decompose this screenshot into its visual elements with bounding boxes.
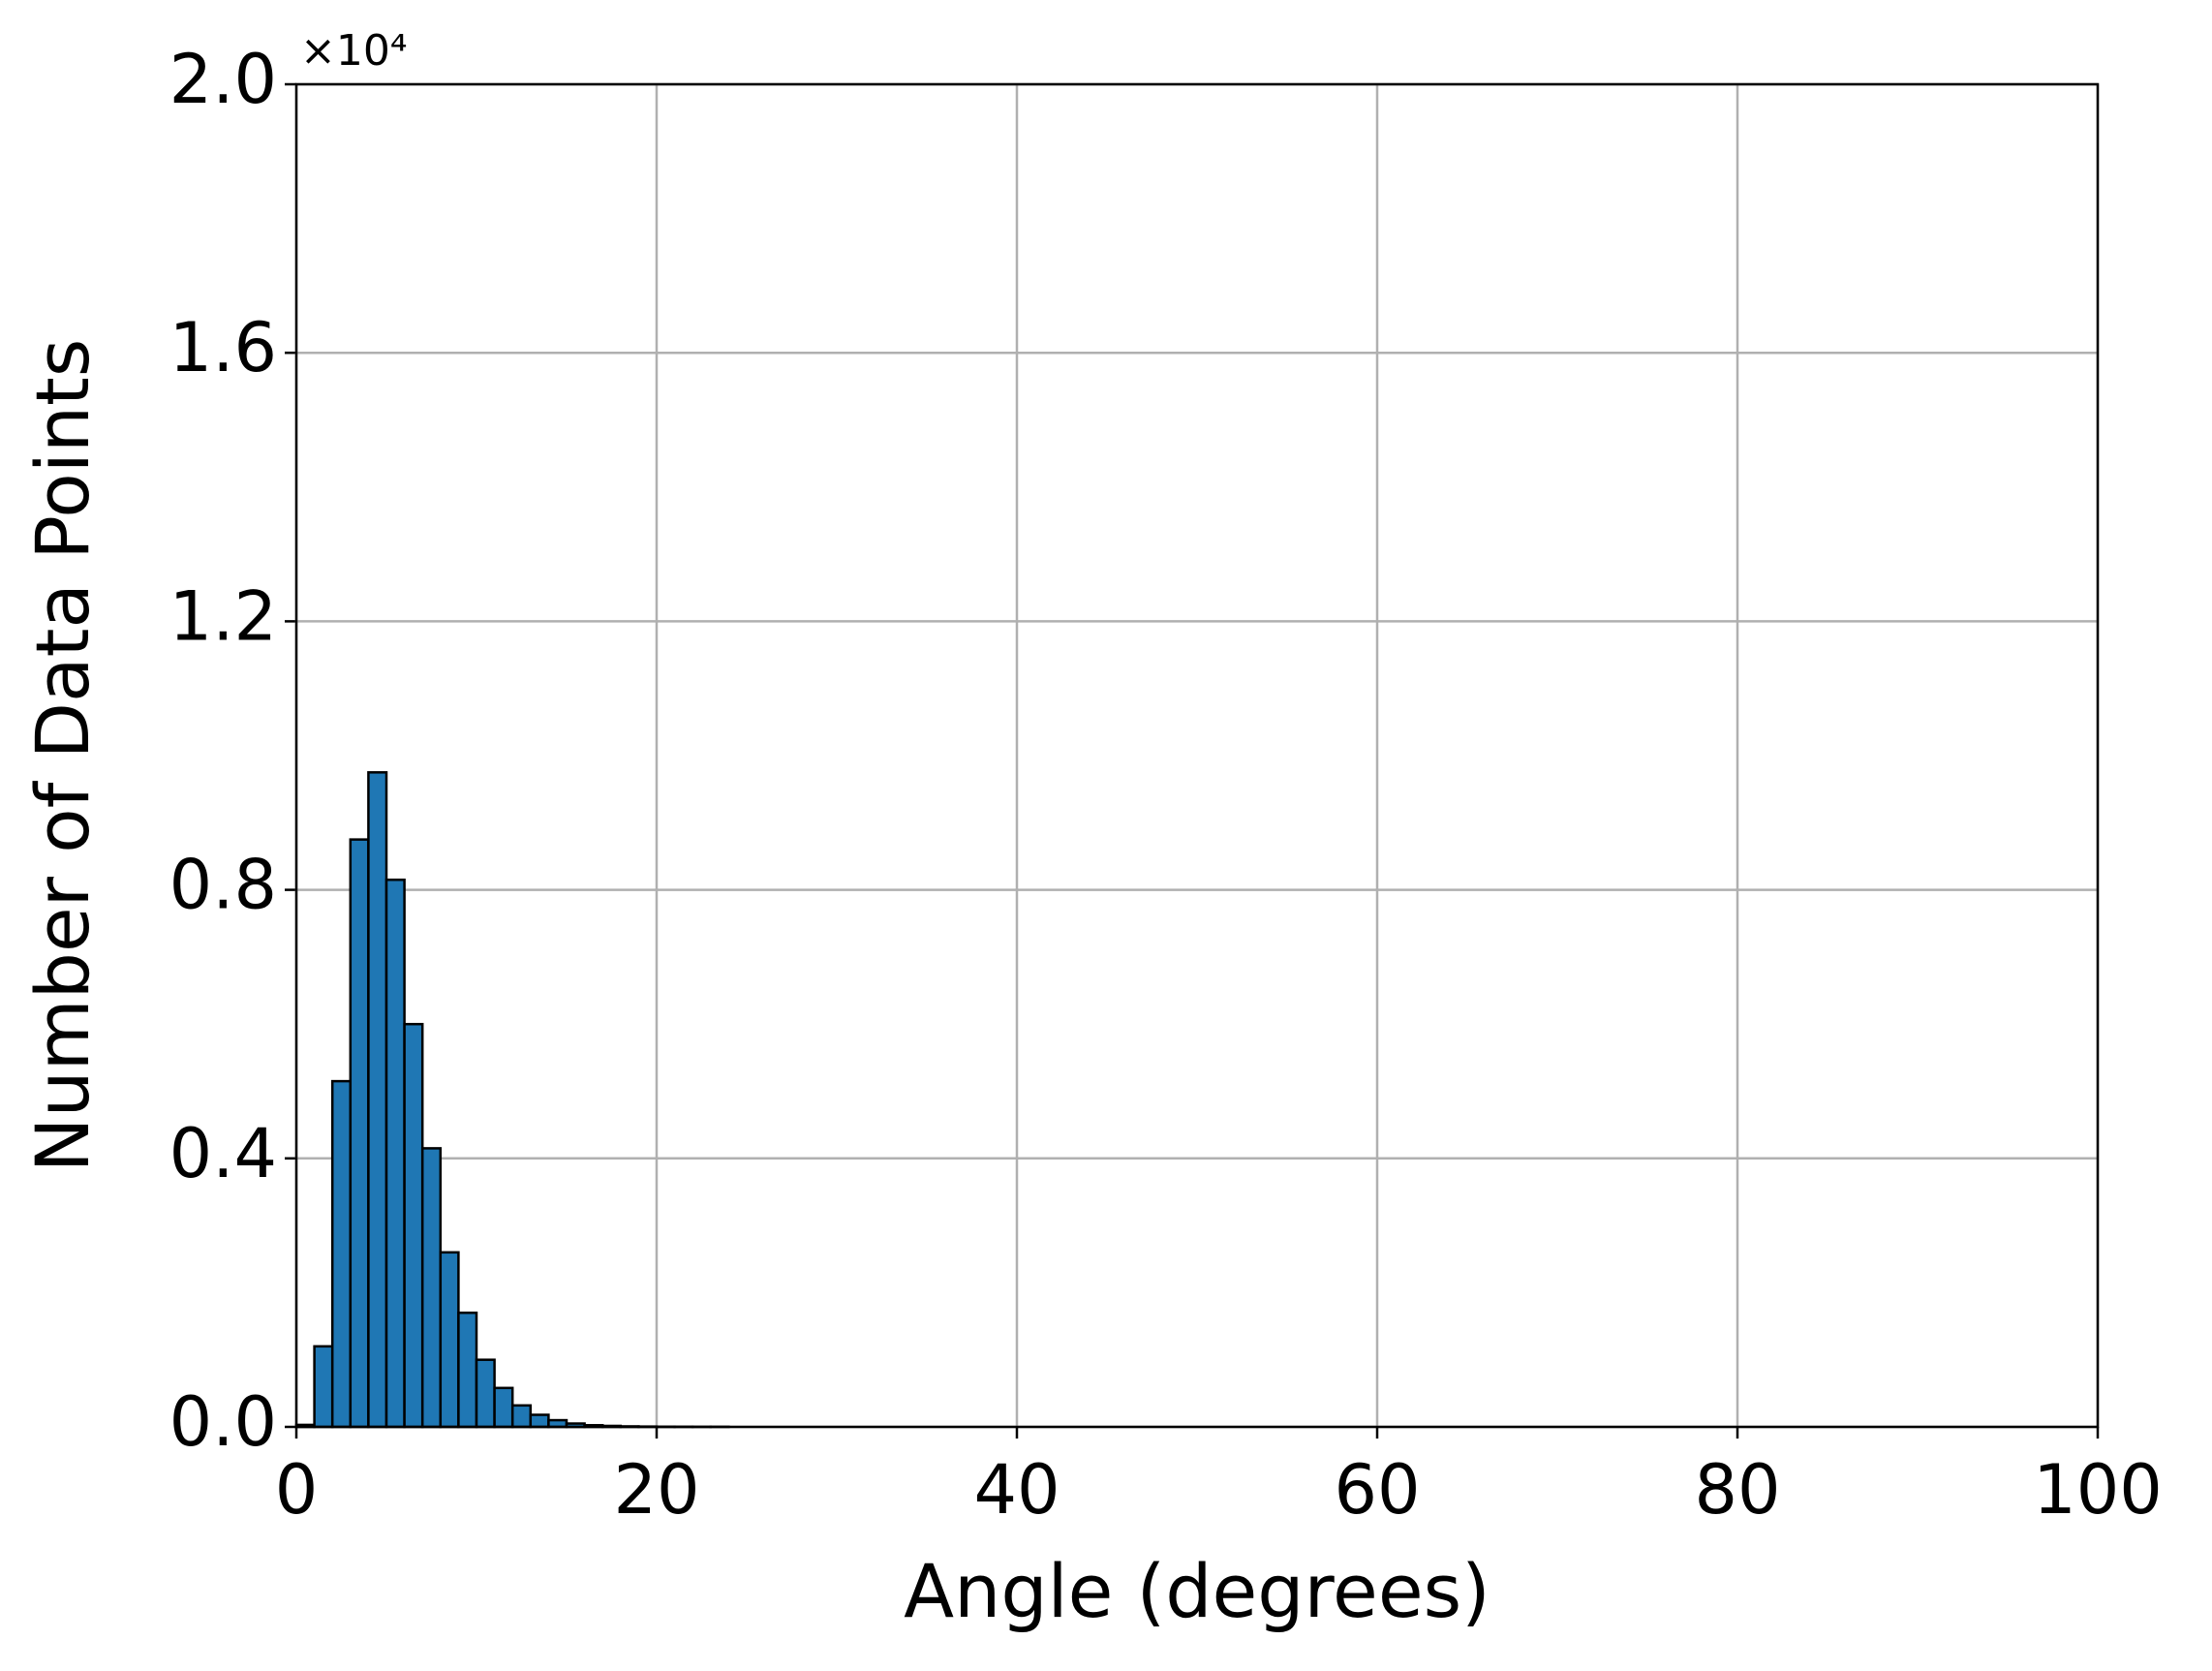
y-offset-label: ×10⁴: [300, 26, 408, 76]
bar: [510, 1404, 533, 1429]
y-tick-label: 1.6: [169, 308, 277, 387]
x-tick-label: 100: [2033, 1450, 2163, 1530]
y-tick-label: 0.4: [169, 1114, 277, 1193]
bar: [439, 1251, 460, 1429]
plot-frame: [294, 82, 2100, 1429]
bar: [330, 1079, 353, 1429]
y-tick-label: 1.2: [169, 576, 277, 656]
x-tick-label: 60: [1334, 1450, 1420, 1530]
bar: [475, 1358, 496, 1429]
bar: [529, 1413, 550, 1429]
bar: [384, 878, 406, 1429]
y-tick-label: 0.0: [169, 1382, 277, 1462]
x-tick-label: 80: [1694, 1450, 1780, 1530]
bar: [493, 1386, 514, 1429]
x-tick-label: 40: [973, 1450, 1060, 1530]
bar: [403, 1022, 424, 1429]
bar: [349, 838, 370, 1429]
x-tick-label: 0: [275, 1450, 319, 1530]
x-tick-label: 20: [613, 1450, 699, 1530]
bar: [457, 1311, 478, 1429]
y-tick-label: 0.8: [169, 846, 277, 925]
y-axis-label: Number of Data Points: [19, 339, 106, 1173]
y-tick-label: 2.0: [169, 40, 277, 119]
bar: [367, 771, 388, 1429]
bar: [313, 1345, 334, 1429]
x-axis-label: Angle (degrees): [904, 1548, 1490, 1634]
bar: [420, 1147, 443, 1429]
